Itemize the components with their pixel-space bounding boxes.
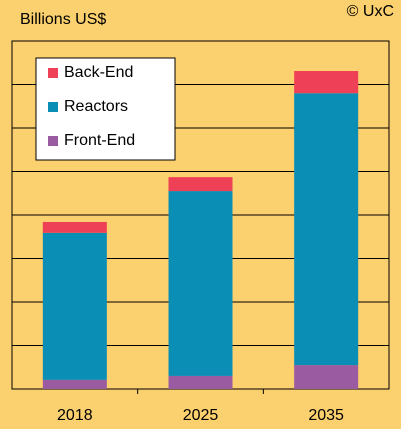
x-tick-label: 2025 — [183, 407, 219, 424]
bar-segment — [168, 177, 233, 192]
x-tick-label: 2035 — [308, 407, 344, 424]
axis-unit: Billions US$ — [20, 11, 106, 28]
legend-label: Back-End — [64, 64, 133, 81]
legend-label: Front-End — [64, 132, 135, 149]
legend-label: Reactors — [64, 98, 128, 115]
legend — [35, 57, 176, 161]
bar-segment — [168, 191, 233, 376]
bar-segment — [294, 71, 359, 94]
bar-segment — [42, 232, 107, 380]
x-tick-label: 2018 — [57, 407, 93, 424]
bar-segment — [294, 93, 359, 366]
legend-swatch — [48, 102, 58, 112]
copyright: © UxC — [347, 3, 394, 20]
bar-segment — [168, 375, 233, 389]
legend-swatch — [48, 136, 58, 146]
legend-swatch — [48, 68, 58, 78]
bar-segment — [294, 365, 359, 389]
bar-segment — [42, 379, 107, 389]
bar-segment — [42, 221, 107, 233]
